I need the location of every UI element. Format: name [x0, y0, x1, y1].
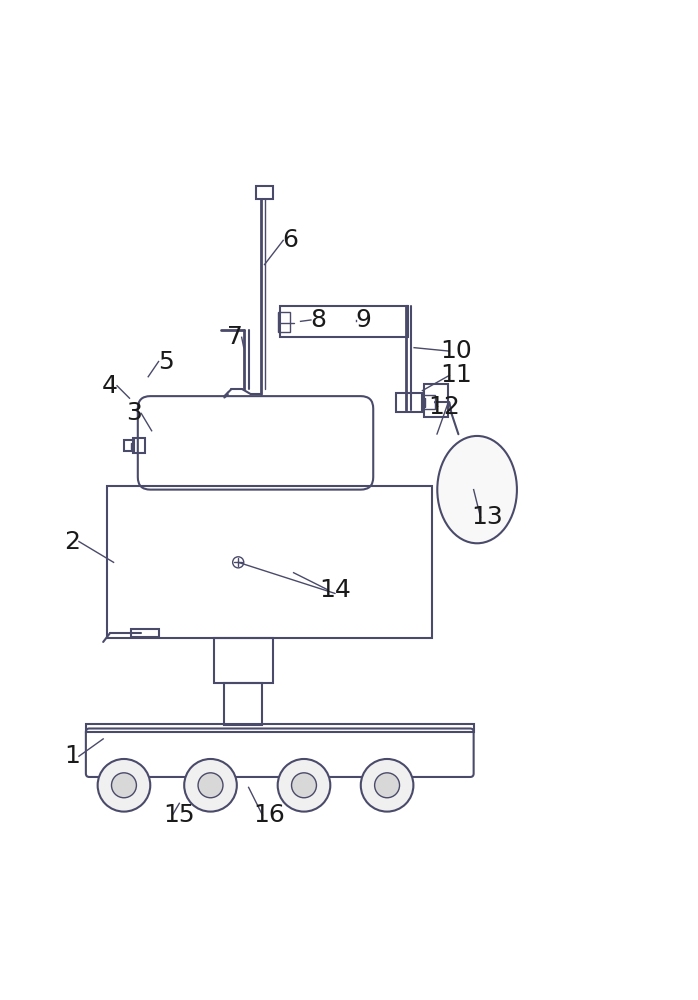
Text: 16: 16 [253, 803, 285, 827]
Text: 1: 1 [64, 744, 80, 768]
Bar [107, 486, 432, 638]
Bar [124, 440, 134, 451]
Text: 4: 4 [102, 374, 118, 398]
Circle shape [184, 759, 237, 812]
Bar [224, 683, 262, 725]
Circle shape [278, 759, 330, 812]
Bar [424, 384, 448, 417]
Bar [396, 393, 422, 412]
Text: 8: 8 [310, 308, 326, 332]
Text: 15: 15 [163, 803, 195, 827]
Circle shape [375, 773, 399, 798]
Circle shape [361, 759, 413, 812]
Text: 9: 9 [355, 308, 371, 332]
Bar [255, 186, 273, 199]
Circle shape [112, 773, 136, 798]
Text: 14: 14 [319, 578, 351, 602]
Text: 2: 2 [64, 530, 80, 554]
Text: 3: 3 [126, 401, 142, 425]
Text: 6: 6 [282, 228, 298, 252]
Bar [133, 438, 145, 453]
Bar [280, 306, 408, 337]
Ellipse shape [437, 436, 517, 543]
Circle shape [292, 773, 316, 798]
Bar [422, 395, 435, 409]
Text: 12: 12 [429, 395, 461, 419]
Bar [278, 312, 290, 332]
Circle shape [98, 759, 150, 812]
Text: 7: 7 [227, 325, 243, 349]
Circle shape [198, 773, 223, 798]
Bar [86, 724, 474, 732]
Text: 11: 11 [440, 363, 473, 387]
Text: 5: 5 [158, 350, 173, 374]
Bar [131, 629, 158, 637]
Text: 13: 13 [472, 505, 503, 529]
Bar [214, 638, 273, 683]
Text: 10: 10 [440, 339, 473, 363]
